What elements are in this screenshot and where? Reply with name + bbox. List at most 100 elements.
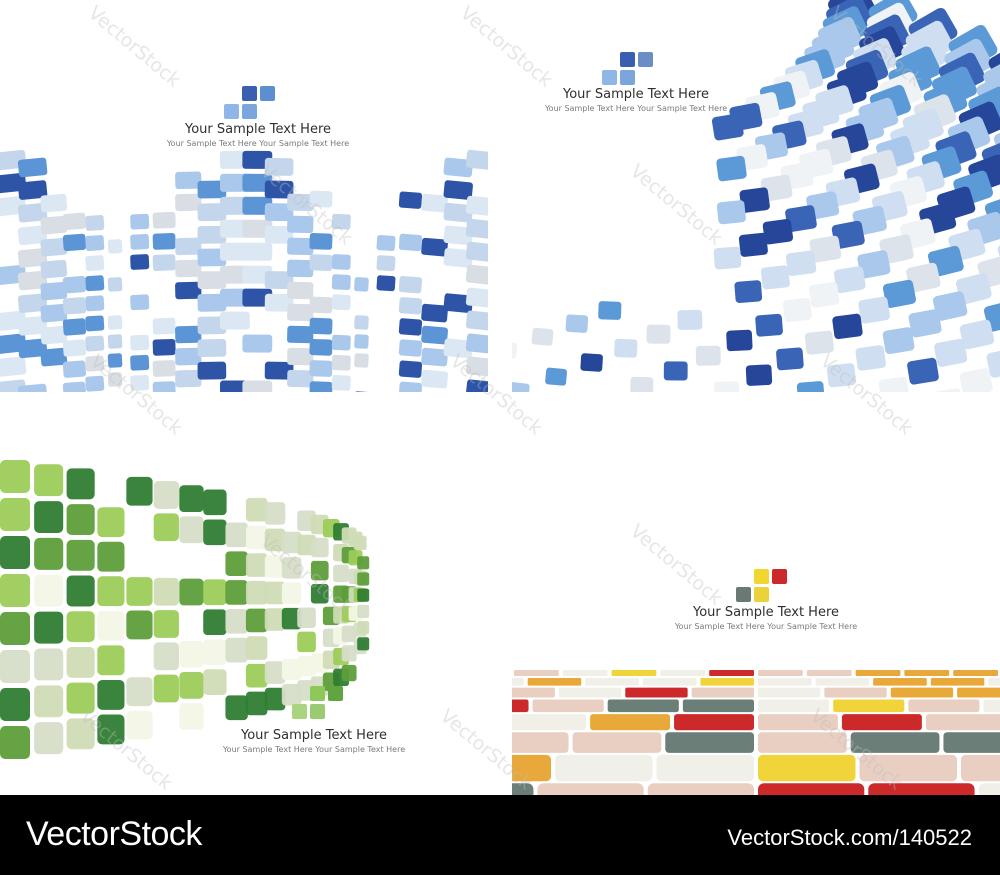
mosaic-tile <box>809 282 840 308</box>
mosaic-tile <box>376 235 396 252</box>
mosaic-tile <box>197 316 227 335</box>
mosaic-tile <box>465 356 488 377</box>
mosaic-tile <box>225 580 248 605</box>
mosaic-tile <box>242 219 273 238</box>
mosaic-tile <box>691 687 754 698</box>
mosaic-tile <box>0 498 30 531</box>
mosaic-tile <box>219 311 250 330</box>
mosaic-tile <box>153 481 179 509</box>
mosaic-tile <box>978 783 1000 795</box>
mosaic-tile <box>281 683 302 706</box>
mosaic-tile <box>66 682 95 714</box>
mosaic-tile <box>107 372 123 387</box>
mosaic-tile <box>242 242 273 261</box>
mosaic-tile <box>264 528 286 552</box>
mosaic-tile <box>565 314 589 333</box>
mosaic-tile <box>62 212 87 230</box>
mosaic-tile <box>0 726 30 759</box>
mosaic-tile <box>126 677 153 707</box>
mosaic-tile <box>512 714 587 731</box>
mosaic-tile <box>537 783 644 795</box>
mosaic-tile <box>776 347 804 371</box>
mosaic-tile <box>354 277 369 292</box>
logo-square <box>260 86 275 101</box>
mosaic-tile <box>245 663 268 688</box>
mosaic-tile <box>421 237 448 257</box>
mosaic-tile <box>287 259 314 278</box>
mosaic-tile <box>130 213 150 230</box>
mosaic-tile <box>955 273 992 305</box>
mosaic-tile <box>873 678 927 686</box>
mosaic-tile <box>512 678 524 686</box>
mosaic-tile <box>878 376 910 392</box>
mosaic-tile <box>153 513 179 542</box>
mosaic-tile <box>310 560 329 581</box>
logo-mark <box>602 52 653 92</box>
mosaic-tile <box>598 301 622 320</box>
mosaic-tile <box>287 325 314 344</box>
mosaic-tile <box>297 631 316 653</box>
mosaic-tile <box>572 732 662 753</box>
mosaic-tile <box>264 502 286 525</box>
blue-wave-mosaic <box>0 149 488 392</box>
mosaic-tile <box>40 193 68 213</box>
mosaic-tile <box>179 671 204 699</box>
logo-square <box>620 52 635 67</box>
mosaic-tile <box>225 637 248 663</box>
mosaic-tile <box>203 579 227 606</box>
mosaic-tile <box>245 553 268 577</box>
mosaic-tile <box>242 265 273 284</box>
mosaic-tile <box>225 695 248 721</box>
mosaic-tile <box>841 714 922 731</box>
mosaic-tile <box>175 237 202 256</box>
mosaic-tile <box>197 203 227 222</box>
mosaic-tile <box>40 325 68 345</box>
mosaic-tile <box>443 157 473 178</box>
caption: Your Sample Text Here Your Sample Text H… <box>200 728 428 754</box>
mosaic-tile <box>175 259 202 278</box>
mosaic-tile <box>264 361 294 380</box>
mosaic-tile <box>398 191 423 209</box>
mosaic-tile <box>647 783 754 795</box>
caption: Your Sample Text Here Your Sample Text H… <box>144 122 372 148</box>
mosaic-tile <box>762 218 794 245</box>
logo-square <box>754 569 769 584</box>
mosaic-tile <box>85 335 105 352</box>
mosaic-tile <box>512 732 569 753</box>
mosaic-tile <box>40 259 68 279</box>
mosaic-tile <box>0 379 27 392</box>
mosaic-tile <box>934 338 968 367</box>
mosaic-tile <box>0 650 30 683</box>
mosaic-tile <box>85 275 105 292</box>
mosaic-tile <box>465 241 488 263</box>
mosaic-tile <box>203 489 227 516</box>
mosaic-tile <box>354 391 369 392</box>
mosaic-tile <box>85 355 105 372</box>
mosaic-tile <box>713 246 742 270</box>
mosaic-tile <box>197 248 227 267</box>
mosaic-tile <box>130 294 150 311</box>
mosaic-tile <box>40 237 68 257</box>
mosaic-tile <box>331 274 351 291</box>
mosaic-tile <box>0 574 30 607</box>
mosaic-tile <box>354 315 369 330</box>
mosaic-tile <box>17 157 48 178</box>
mosaic-tile <box>512 382 530 392</box>
mosaic-tile <box>85 315 105 332</box>
mosaic-tile <box>558 687 622 698</box>
mosaic-tile <box>959 319 995 350</box>
mosaic-tile <box>17 293 48 313</box>
mosaic-tile <box>225 522 248 548</box>
mosaic-tile <box>832 313 863 340</box>
mosaic-tile <box>264 608 286 631</box>
mosaic-tile <box>179 703 204 730</box>
mosaic-tile <box>785 250 817 276</box>
mosaic-tile <box>758 714 838 731</box>
mosaic-tile <box>281 607 302 630</box>
mosaic-tile <box>197 361 227 380</box>
mosaic-tile <box>554 754 653 782</box>
mosaic-tile <box>665 732 754 753</box>
mosaic-tile <box>855 670 901 676</box>
multicolor-floor-mosaic <box>512 670 1000 795</box>
mosaic-tile <box>709 670 754 676</box>
